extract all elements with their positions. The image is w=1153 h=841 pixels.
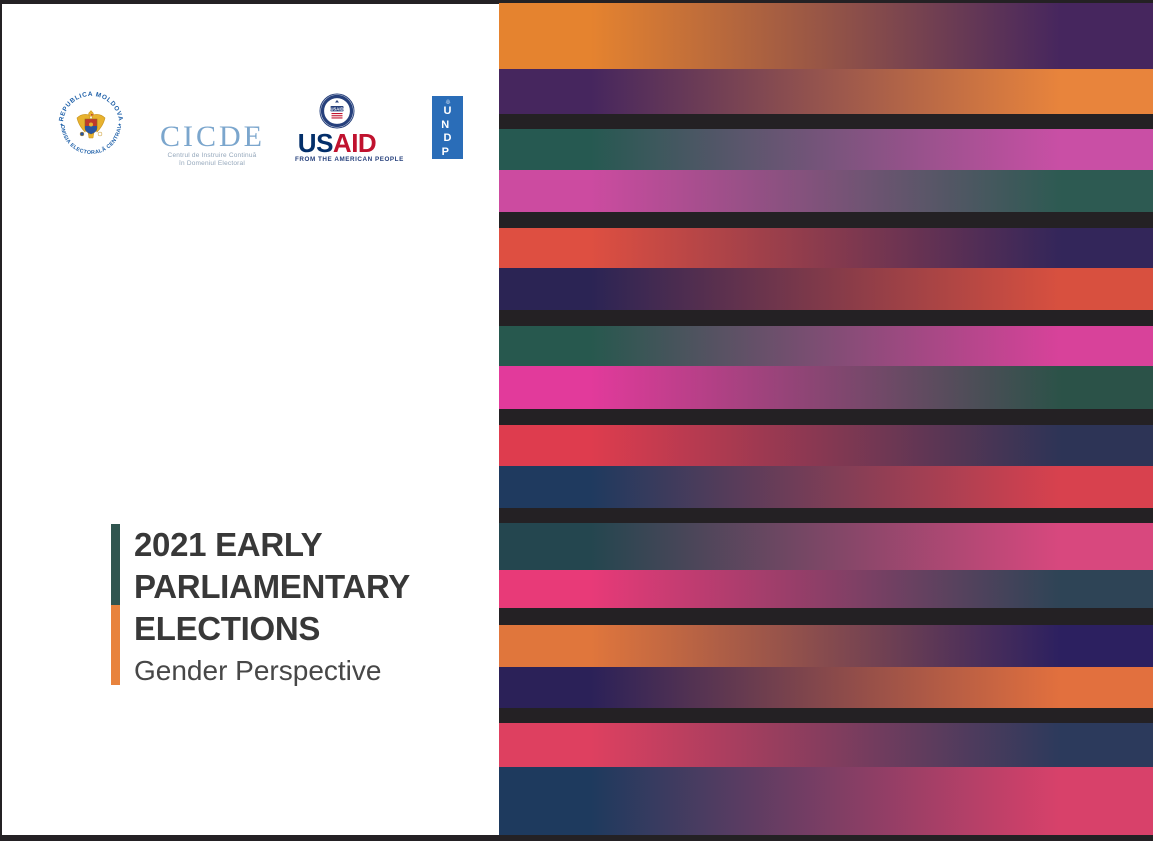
cec-star-left: ✦ bbox=[60, 123, 64, 129]
stripe bbox=[499, 723, 1153, 767]
accent-bar-orange bbox=[111, 604, 120, 685]
subtitle: Gender Perspective bbox=[134, 655, 382, 686]
cec-moldova-logo: REPUBLICA MOLDOVA COMISIA ELECTORALĂ CEN… bbox=[53, 83, 127, 160]
title-line-3: ELECTIONS bbox=[134, 610, 321, 647]
stripe bbox=[499, 570, 1153, 608]
usaid-wordmark-aid: AID bbox=[332, 128, 377, 158]
undp-logo: U N D P bbox=[432, 96, 463, 159]
undp-letters-line1: U N bbox=[441, 105, 456, 131]
stripe-gap bbox=[499, 835, 1153, 841]
stripe bbox=[499, 667, 1153, 708]
stripe bbox=[499, 366, 1153, 409]
stripe bbox=[499, 268, 1153, 310]
stripe-pattern bbox=[499, 0, 1153, 841]
usaid-seal-text: USAID bbox=[330, 106, 343, 111]
stripe bbox=[499, 170, 1153, 212]
usaid-wordmark: USAID bbox=[295, 130, 379, 156]
cec-coat-of-arms bbox=[76, 110, 106, 139]
stripe-gap bbox=[499, 310, 1153, 326]
stripe-gap bbox=[499, 608, 1153, 625]
stripe bbox=[499, 523, 1153, 570]
stripe bbox=[499, 69, 1153, 114]
stripe-gap bbox=[499, 708, 1153, 723]
usaid-logo: USAID USAID FROM THE AMERICAN PEOPLE bbox=[295, 93, 404, 164]
stripe-gap bbox=[499, 212, 1153, 228]
undp-letters-line2: D P bbox=[441, 132, 456, 158]
title-line-2: PARLIAMENTARY bbox=[134, 568, 410, 605]
stripe bbox=[499, 3, 1153, 69]
usaid-seal-icon: USAID bbox=[319, 93, 355, 129]
cec-seal-icon: REPUBLICA MOLDOVA COMISIA ELECTORALĂ CEN… bbox=[53, 83, 126, 159]
stripe-gap bbox=[499, 508, 1153, 523]
undp-un-emblem-icon bbox=[445, 99, 450, 104]
usaid-wordmark-us: US bbox=[297, 128, 334, 158]
stripe bbox=[499, 425, 1153, 466]
title-block: 2021 EARLY PARLIAMENTARY ELECTIONS Gende… bbox=[111, 524, 410, 691]
stripe bbox=[499, 129, 1153, 170]
stripe bbox=[499, 625, 1153, 667]
cicde-wordmark: CICDE bbox=[160, 120, 265, 153]
cover-page: REPUBLICA MOLDOVA COMISIA ELECTORALĂ CEN… bbox=[2, 4, 499, 835]
cicde-tagline-line1: Centrul de Instruire Continuă bbox=[167, 152, 257, 159]
stripe-gap bbox=[499, 114, 1153, 129]
stripe bbox=[499, 767, 1153, 835]
stripe bbox=[499, 326, 1153, 366]
stripe bbox=[499, 466, 1153, 508]
stripe bbox=[499, 228, 1153, 268]
cicde-tagline-line2: în Domeniul Electoral bbox=[179, 160, 245, 167]
accent-bar-teal bbox=[111, 524, 120, 605]
cec-star-right: ✦ bbox=[118, 123, 122, 129]
cicde-logo: CICDE Centrul de Instruire Continuă în D… bbox=[160, 122, 264, 168]
title-line-1: 2021 EARLY bbox=[134, 526, 323, 563]
title-accent-bar bbox=[111, 524, 120, 685]
usaid-tagline: FROM THE AMERICAN PEOPLE bbox=[295, 156, 404, 163]
stripe-gap bbox=[499, 409, 1153, 425]
